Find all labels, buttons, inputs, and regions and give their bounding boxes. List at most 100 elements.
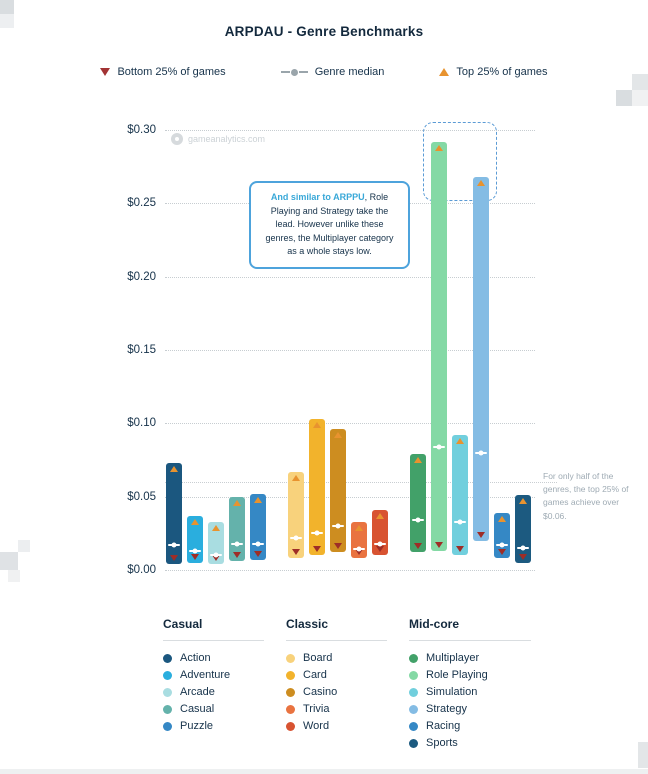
bar-action: [166, 462, 182, 565]
plot-area: gameanalytics.com: [165, 122, 557, 571]
gridline: [165, 496, 535, 498]
legend-median-label: Genre median: [314, 66, 385, 78]
bottom25-marker-icon: [477, 531, 485, 538]
y-axis-tick-label: $0.15: [127, 344, 156, 356]
median-marker-dot: [213, 552, 219, 558]
legend-group-mid-core: Mid-core Multiplayer Role Playing Simulatio…: [409, 617, 531, 754]
page-title: ARPDAU - Genre Benchmarks: [224, 24, 424, 39]
genre-color-dot: [163, 704, 172, 714]
watermark-text: gameanalytics.com: [188, 134, 266, 144]
pixel-decoration: [0, 552, 18, 570]
bar-strategy: [473, 176, 489, 541]
legend-item-action: Action: [163, 652, 264, 664]
bar-puzzle: [250, 493, 266, 560]
genre-label: Arcade: [180, 686, 215, 698]
gridline: [165, 350, 535, 351]
genre-label: Role Playing: [426, 669, 488, 681]
bottom25-marker-icon: [376, 546, 384, 553]
bar-role-playing: [431, 141, 447, 551]
bottom25-marker-icon: [313, 546, 321, 553]
genre-color-dot: [286, 653, 295, 663]
legend-item-puzzle: Puzzle: [163, 720, 264, 732]
genre-label: Racing: [426, 720, 461, 732]
legend-top25: Top 25% of games: [439, 66, 548, 78]
top25-marker-icon: [334, 432, 342, 439]
bottom25-marker-icon: [191, 553, 199, 560]
legend-bottom25-label: Bottom 25% of games: [117, 66, 226, 78]
legend-item-casino: Casino: [286, 686, 387, 698]
genre-color-dot: [163, 670, 172, 680]
y-axis-tick-label: $0.30: [127, 124, 156, 136]
genre-color-dot: [409, 670, 418, 680]
bottom25-marker-icon: [519, 553, 527, 560]
bottom25-marker-icon: [254, 550, 262, 557]
bottom25-marker-icon: [170, 555, 178, 562]
median-marker-dot: [255, 541, 261, 547]
legend-item-racing: Racing: [409, 720, 531, 732]
genre-legend: Casual Action Adventure Arcade Casual Puzzle C…: [163, 617, 531, 754]
up-triangle-icon: [439, 68, 450, 76]
bottom25-marker-icon: [334, 543, 342, 550]
top25-marker-icon: [519, 498, 527, 505]
bottom25-marker-icon: [414, 543, 422, 550]
bottom25-marker-icon: [233, 552, 241, 559]
median-marker-dot: [377, 541, 383, 547]
highlight-dashed-box: [423, 122, 497, 201]
y-axis: $0.00 $0.05 $0.10 $0.15 $0.20 $0.25 $0.30: [92, 124, 156, 576]
median-line-icon: [280, 68, 308, 76]
legend-item-simulation: Simulation: [409, 686, 531, 698]
genre-color-dot: [163, 721, 172, 731]
legend-group-title: Mid-core: [409, 617, 531, 641]
legend-item-arcade: Arcade: [163, 686, 264, 698]
watermark: gameanalytics.com: [171, 133, 265, 145]
y-axis-tick-label: $0.25: [127, 197, 156, 210]
legend-item-role-playing: Role Playing: [409, 669, 531, 681]
genre-color-dot: [409, 653, 418, 663]
genre-label: Casual: [180, 703, 215, 715]
bottom25-marker-icon: [456, 546, 464, 553]
bar-multiplayer: [410, 454, 426, 553]
gridline: [165, 570, 535, 571]
genre-label: Card: [303, 669, 327, 681]
median-marker-dot: [436, 444, 442, 450]
pixel-decoration: [18, 540, 30, 552]
top25-marker-icon: [435, 144, 443, 151]
bottom25-marker-icon: [498, 549, 506, 556]
genre-color-dot: [163, 653, 172, 663]
genre-label: Strategy: [426, 703, 467, 715]
genre-label: Multiplayer: [426, 652, 480, 664]
gridline: [165, 130, 535, 131]
bar-board: [288, 471, 304, 559]
top25-marker-icon: [414, 457, 422, 464]
bar-simulation: [452, 435, 468, 556]
median-marker-dot: [293, 535, 299, 541]
footer-strip: [0, 769, 648, 774]
legend-item-multiplayer: Multiplayer: [409, 652, 531, 664]
genre-label: Adventure: [180, 669, 231, 681]
genre-label: Simulation: [426, 686, 478, 698]
threshold-line: [165, 482, 557, 483]
median-marker-dot: [234, 541, 240, 547]
bar-casual: [229, 496, 245, 562]
bottom25-marker-icon: [355, 549, 363, 556]
legend-group-classic: Classic Board Card Casino Trivia Word: [286, 617, 387, 754]
top25-marker-icon: [170, 465, 178, 472]
genre-label: Sports: [426, 737, 458, 749]
median-marker-dot: [415, 517, 421, 523]
top25-marker-icon: [313, 421, 321, 428]
genre-color-dot: [409, 721, 418, 731]
y-axis-tick-label: $0.10: [127, 417, 156, 430]
top25-marker-icon: [477, 179, 485, 186]
genre-color-dot: [286, 670, 295, 680]
genre-label: Word: [303, 720, 330, 732]
median-marker-dot: [171, 542, 177, 548]
pixel-decoration: [632, 74, 648, 90]
median-marker-dot: [335, 523, 341, 529]
legend-item-strategy: Strategy: [409, 703, 531, 715]
bar-casino: [330, 429, 346, 553]
genre-color-dot: [286, 687, 295, 697]
side-note: For only half of the genres, the top 25%…: [543, 471, 629, 521]
median-marker-dot: [457, 519, 463, 525]
top25-marker-icon: [376, 512, 384, 519]
bar-sports: [515, 495, 531, 563]
